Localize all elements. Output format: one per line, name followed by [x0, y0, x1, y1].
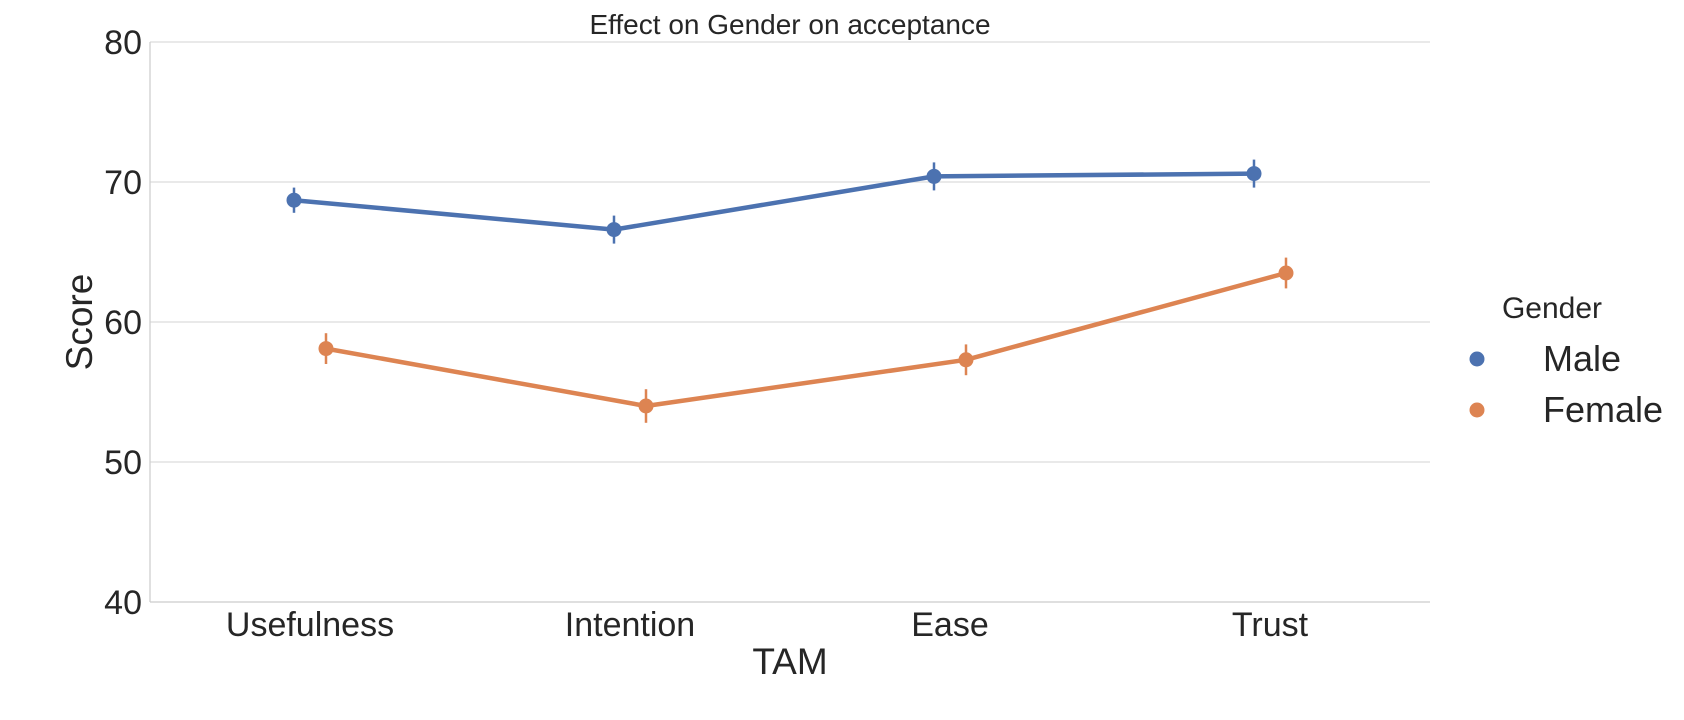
series-male [286, 159, 1262, 244]
legend-marker [1469, 351, 1485, 367]
y-tick-label: 40 [104, 584, 142, 622]
data-point [1278, 265, 1294, 281]
y-tick-label: 60 [104, 304, 142, 342]
data-point [606, 222, 622, 238]
x-axis-label: TAM [752, 641, 827, 682]
chart-title: Effect on Gender on acceptance [589, 9, 990, 40]
data-point [318, 341, 334, 357]
x-tick-label: Intention [565, 606, 695, 644]
x-tick-label: Usefulness [226, 606, 394, 644]
series-line [291, 171, 1257, 232]
y-tick-labels: 40 50 60 70 80 [104, 24, 142, 622]
legend-marker [1469, 402, 1485, 418]
data-point [1246, 166, 1262, 182]
legend: Gender Male Female [1469, 292, 1663, 430]
x-tick-labels: Usefulness Intention Ease Trust [226, 606, 1309, 644]
legend-title: Gender [1502, 292, 1602, 325]
legend-items: Male Female [1469, 338, 1663, 430]
grid [150, 41, 1430, 463]
series-line [323, 270, 1289, 409]
data-point [638, 398, 654, 414]
y-axis-label: Score [59, 274, 100, 371]
legend-item-female: Female [1469, 389, 1663, 430]
y-tick-label: 70 [104, 164, 142, 202]
legend-label: Male [1543, 338, 1621, 379]
x-tick-label: Ease [911, 606, 989, 644]
y-tick-label: 80 [104, 24, 142, 62]
data-point [286, 192, 302, 208]
series [286, 159, 1294, 423]
legend-item-male: Male [1469, 338, 1621, 379]
x-tick-label: Trust [1232, 606, 1309, 644]
data-point [958, 352, 974, 368]
series-female [318, 257, 1294, 423]
legend-label: Female [1543, 389, 1663, 430]
data-point [926, 168, 942, 184]
y-tick-label: 50 [104, 444, 142, 482]
